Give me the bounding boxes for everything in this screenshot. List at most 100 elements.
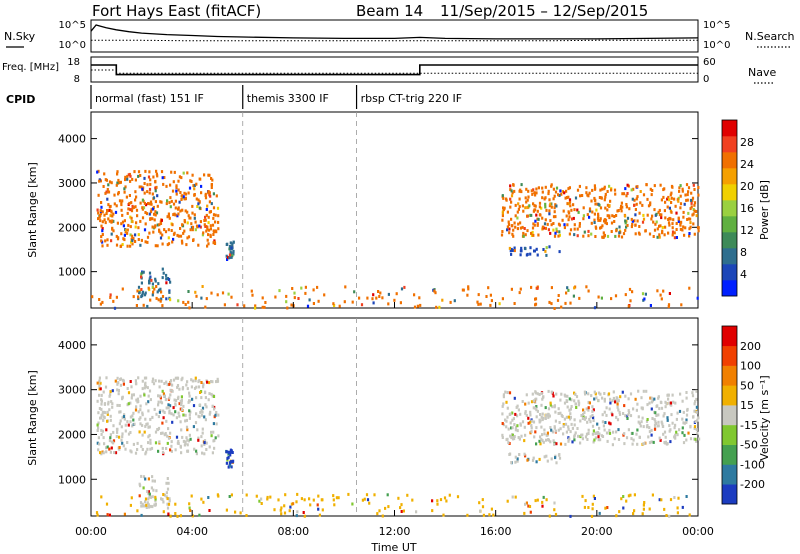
data-cell — [232, 249, 235, 253]
data-cell — [616, 402, 619, 406]
beam-label: Beam 14 — [356, 2, 423, 20]
data-cell — [693, 437, 696, 441]
data-cell — [585, 186, 588, 190]
data-cell — [656, 289, 659, 293]
data-cell — [552, 197, 555, 201]
data-cell — [638, 435, 641, 439]
data-cell — [660, 420, 663, 424]
data-cell — [682, 225, 685, 229]
data-cell — [187, 235, 191, 239]
data-cell — [212, 206, 216, 210]
data-cell — [168, 201, 171, 205]
data-cell — [505, 400, 508, 404]
velocity-ylabel: Slant Range [km] — [26, 370, 39, 466]
data-cell — [101, 244, 104, 248]
data-cell — [535, 426, 538, 430]
data-cell — [149, 298, 152, 302]
data-cell — [210, 186, 213, 189]
data-cell — [695, 410, 698, 414]
data-cell — [656, 424, 659, 428]
data-cell — [661, 229, 664, 233]
data-cell — [547, 438, 550, 441]
data-cell — [99, 302, 102, 306]
data-cell — [97, 193, 100, 197]
data-cell — [128, 201, 131, 205]
data-cell — [144, 417, 147, 421]
data-cell — [135, 382, 138, 386]
data-cell — [543, 455, 546, 459]
data-cell — [559, 189, 562, 193]
data-cell — [139, 416, 142, 420]
data-cell — [400, 503, 403, 507]
data-cell — [624, 219, 627, 223]
data-cell — [616, 405, 619, 409]
data-cell — [519, 253, 522, 257]
data-cell — [532, 406, 535, 410]
data-cell — [147, 175, 151, 179]
data-cell — [129, 401, 132, 405]
data-cell — [376, 512, 379, 516]
data-cell — [532, 202, 535, 206]
data-cell — [225, 461, 228, 465]
data-cell — [153, 287, 156, 291]
data-cell — [191, 397, 194, 401]
data-cell — [154, 497, 157, 501]
data-cell — [139, 201, 142, 205]
data-cell — [664, 200, 667, 204]
data-cell — [168, 409, 171, 413]
data-cell — [186, 387, 189, 391]
data-cell — [206, 227, 209, 231]
data-cell — [123, 417, 126, 421]
data-cell — [603, 185, 606, 189]
data-cell — [137, 295, 140, 299]
data-cell — [511, 232, 514, 236]
date-range: 11/Sep/2015 – 12/Sep/2015 — [440, 2, 648, 20]
data-cell — [317, 494, 320, 498]
velocity-data — [95, 376, 701, 518]
colorbar-swatch — [722, 184, 737, 201]
data-cell — [188, 413, 191, 417]
data-cell — [187, 439, 190, 443]
data-cell — [162, 510, 165, 514]
data-cell — [207, 190, 210, 193]
data-cell — [593, 218, 596, 222]
data-cell — [200, 396, 203, 400]
data-cell — [502, 206, 505, 210]
data-cell — [534, 499, 537, 503]
data-cell — [142, 270, 145, 274]
data-cell — [167, 277, 171, 281]
data-cell — [204, 215, 207, 219]
data-cell — [593, 221, 596, 224]
data-cell — [179, 514, 182, 518]
data-cell — [203, 391, 207, 395]
data-cell — [178, 200, 181, 204]
data-cell — [660, 498, 663, 502]
data-cell — [113, 306, 117, 310]
data-cell — [227, 465, 230, 469]
data-cell — [195, 197, 198, 201]
cpid-segment-label: rbsp CT-trig 220 IF — [361, 92, 463, 105]
data-cell — [112, 439, 116, 443]
data-cell — [210, 380, 213, 383]
data-cell — [550, 390, 553, 394]
data-cell — [201, 406, 205, 410]
data-cell — [597, 398, 600, 402]
data-cell — [211, 380, 214, 384]
data-cell — [158, 223, 161, 227]
data-cell — [564, 422, 568, 426]
data-cell — [516, 414, 519, 418]
data-cell — [384, 506, 387, 510]
data-cell — [200, 296, 203, 300]
data-cell — [624, 414, 627, 418]
data-cell — [134, 198, 137, 202]
data-cell — [671, 421, 674, 425]
data-cell — [148, 389, 152, 393]
data-cell — [113, 193, 116, 197]
data-cell — [681, 228, 684, 232]
data-cell — [172, 180, 175, 184]
data-cell — [553, 194, 556, 198]
data-cell — [161, 276, 164, 280]
data-cell — [568, 186, 571, 190]
data-cell — [159, 222, 163, 225]
data-cell — [112, 441, 115, 445]
